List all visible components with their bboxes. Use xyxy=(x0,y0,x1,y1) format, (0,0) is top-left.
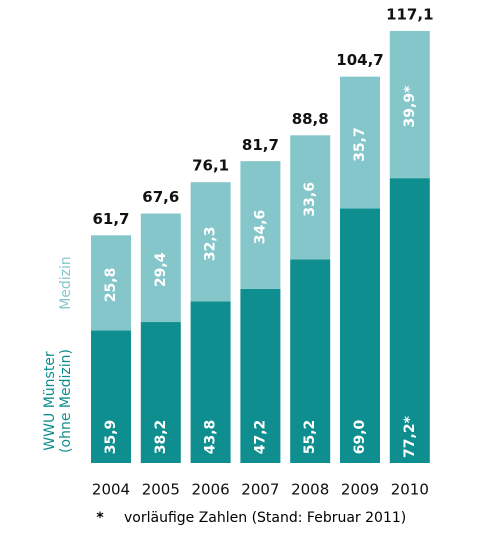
x-tick-label: 2008 xyxy=(291,481,329,499)
bar-segment xyxy=(240,161,281,289)
x-tick-label: 2010 xyxy=(391,481,429,499)
value-label: 77,2* xyxy=(402,415,418,458)
bar-segment xyxy=(91,235,131,331)
value-label: 47,2 xyxy=(252,420,268,455)
value-label: 38,2 xyxy=(153,420,169,455)
bar-segment xyxy=(240,288,281,463)
total-label: 117,1 xyxy=(386,5,433,23)
total-label: 76,1 xyxy=(192,157,229,175)
x-tick-label: 2005 xyxy=(142,481,180,499)
total-label: 61,7 xyxy=(92,210,129,228)
bar-segment xyxy=(190,182,231,302)
bar-segment xyxy=(290,135,331,260)
value-label: 34,6 xyxy=(252,210,268,245)
total-label: 67,6 xyxy=(142,188,179,206)
value-label: 69,0 xyxy=(352,419,368,454)
footnote-text: vorläufige Zahlen (Stand: Februar 2011) xyxy=(124,510,406,526)
bar-segment xyxy=(91,330,131,463)
footnote-marker: * xyxy=(96,510,104,526)
value-label: 35,7 xyxy=(352,127,368,162)
total-label: 81,7 xyxy=(242,136,279,154)
bar-segment xyxy=(340,208,380,463)
bar-segment xyxy=(290,259,331,463)
bar-segment xyxy=(140,322,181,463)
value-label: 25,8 xyxy=(103,268,119,303)
x-tick-label: 2007 xyxy=(241,481,279,499)
value-label: 43,8 xyxy=(203,420,219,455)
value-label: 33,6 xyxy=(302,182,318,217)
total-label: 104,7 xyxy=(336,51,383,69)
legend-label: Medizin xyxy=(58,256,74,310)
x-tick-label: 2004 xyxy=(92,481,130,499)
legend-label: WWU Münster (ohne Medizin) xyxy=(42,349,74,453)
bar-segment xyxy=(389,30,430,179)
x-tick-label: 2009 xyxy=(341,481,379,499)
bar-segment xyxy=(140,213,181,323)
bar-segment xyxy=(190,301,231,463)
bar-segment xyxy=(340,76,380,209)
value-label: 55,2 xyxy=(302,420,318,455)
bar-segment xyxy=(389,178,430,463)
value-label: 39,9* xyxy=(402,85,418,128)
value-label: 32,3 xyxy=(203,227,219,262)
total-label: 88,8 xyxy=(292,110,329,128)
x-tick-label: 2006 xyxy=(192,481,230,499)
value-label: 29,4 xyxy=(153,252,169,287)
value-label: 35,9 xyxy=(103,420,119,455)
